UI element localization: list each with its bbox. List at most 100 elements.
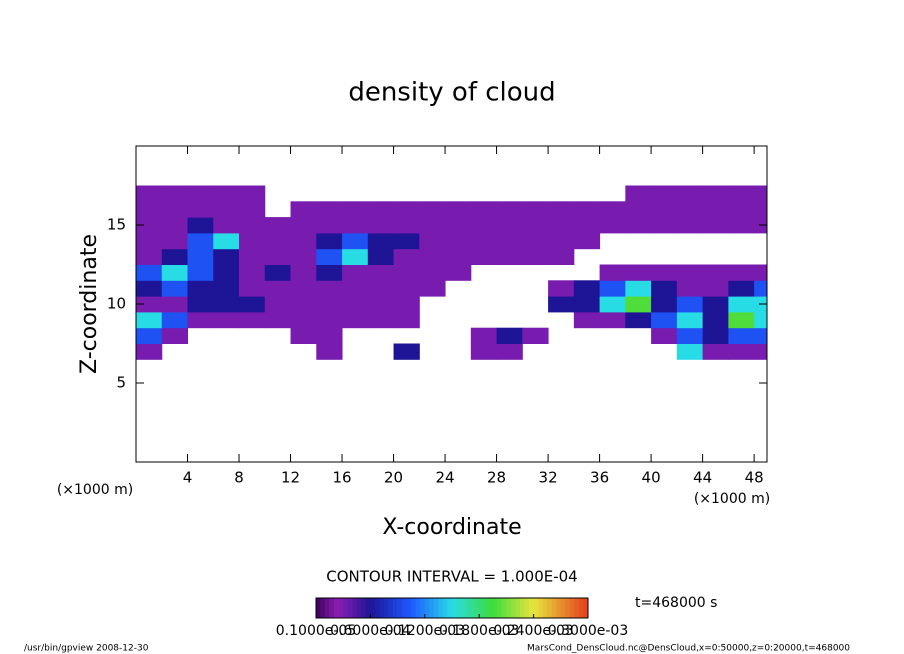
cell <box>651 217 678 234</box>
cell <box>239 280 266 297</box>
colorbar-segment <box>452 598 457 618</box>
colorbar-segment <box>474 598 480 618</box>
colorbar-segment <box>370 598 376 618</box>
cell <box>522 232 549 250</box>
chart-title: density of cloud <box>348 78 555 108</box>
colorbar-segment <box>574 598 580 618</box>
cell <box>625 201 652 218</box>
cell <box>264 280 292 297</box>
colorbar-segment <box>320 598 326 618</box>
cell <box>573 311 601 329</box>
cell <box>599 264 626 281</box>
colorbar-segment <box>479 598 485 618</box>
cell <box>290 232 317 250</box>
cell <box>702 217 729 234</box>
cell <box>264 264 292 281</box>
colorbar-segment <box>334 598 339 618</box>
cell <box>393 232 420 250</box>
cell <box>419 248 446 265</box>
colorbar-segment <box>501 598 507 618</box>
cell <box>522 327 549 344</box>
cell <box>573 296 601 313</box>
cell <box>213 217 240 234</box>
cell <box>702 201 729 218</box>
colorbar-segment <box>456 598 462 618</box>
colorbar-tick-label: 0.3000e-03 <box>548 623 628 639</box>
cell <box>213 280 240 297</box>
cell <box>496 327 523 344</box>
colorbar-segment <box>569 598 575 618</box>
cell <box>496 248 523 265</box>
cell <box>316 264 343 281</box>
cell <box>393 280 420 297</box>
cell <box>342 217 369 234</box>
colorbar-segment <box>433 598 439 618</box>
y-tick-label: 15 <box>107 216 126 234</box>
cell <box>496 217 523 234</box>
cell <box>393 248 420 265</box>
cell <box>522 201 549 218</box>
colorbar-segment <box>560 598 566 618</box>
colorbar-segment <box>578 598 584 618</box>
x-tick-label: 36 <box>590 469 609 487</box>
cell <box>625 280 652 297</box>
cell <box>419 201 446 218</box>
cell <box>316 296 343 313</box>
cell <box>702 280 729 297</box>
colorbar-segment <box>492 598 498 618</box>
cell <box>470 343 498 360</box>
cell <box>728 311 755 329</box>
x-axis-label: X-coordinate <box>382 515 521 540</box>
cell <box>264 217 292 234</box>
colorbar-segment <box>379 598 385 618</box>
cell <box>187 248 214 265</box>
cell <box>367 201 395 218</box>
colorbar-segment <box>438 598 444 618</box>
cell <box>239 185 266 202</box>
colorbar-segment <box>393 598 398 618</box>
colorbar-segment <box>352 598 358 618</box>
x-tick-label: 20 <box>384 469 403 487</box>
cell <box>367 232 395 250</box>
x-tick-label: 8 <box>234 469 244 487</box>
cell <box>754 280 768 297</box>
colorbar-segment <box>325 598 330 618</box>
cell <box>161 248 189 265</box>
cell <box>419 232 446 250</box>
cell <box>264 248 292 265</box>
cell <box>213 185 240 202</box>
cell <box>573 217 601 234</box>
y-unit: (×1000 m) <box>57 482 133 498</box>
footer-right: MarsCond_DensCloud.nc@DensCloud,x=0:5000… <box>527 644 850 654</box>
colorbar-segment <box>538 598 543 618</box>
cell <box>599 280 626 297</box>
cell <box>676 280 704 297</box>
cell <box>393 201 420 218</box>
cell <box>136 280 163 297</box>
cell <box>754 311 768 329</box>
cell <box>728 296 755 313</box>
cell <box>651 201 678 218</box>
footer-left: /usr/bin/gpview 2008-12-30 <box>24 644 149 654</box>
colorbar-segment <box>542 598 548 618</box>
y-tick-label: 5 <box>116 374 126 392</box>
colorbar-tick-label: 0.2400e-03 <box>493 623 573 639</box>
cell <box>599 311 626 329</box>
cell <box>213 311 240 329</box>
cell <box>548 280 575 297</box>
cell <box>445 232 472 250</box>
cell <box>676 296 704 313</box>
x-unit: (×1000 m) <box>694 491 770 507</box>
cell <box>290 217 317 234</box>
cell <box>161 185 189 202</box>
colorbar-tick-label: 0.1200e-03 <box>385 623 465 639</box>
colorbar-segment <box>316 598 321 618</box>
cell <box>496 343 523 360</box>
colorbar-segment <box>510 598 516 618</box>
cell <box>161 264 189 281</box>
cell <box>342 248 369 265</box>
cell <box>754 343 768 360</box>
cell <box>367 296 395 313</box>
cell <box>213 296 240 313</box>
cell <box>342 232 369 250</box>
